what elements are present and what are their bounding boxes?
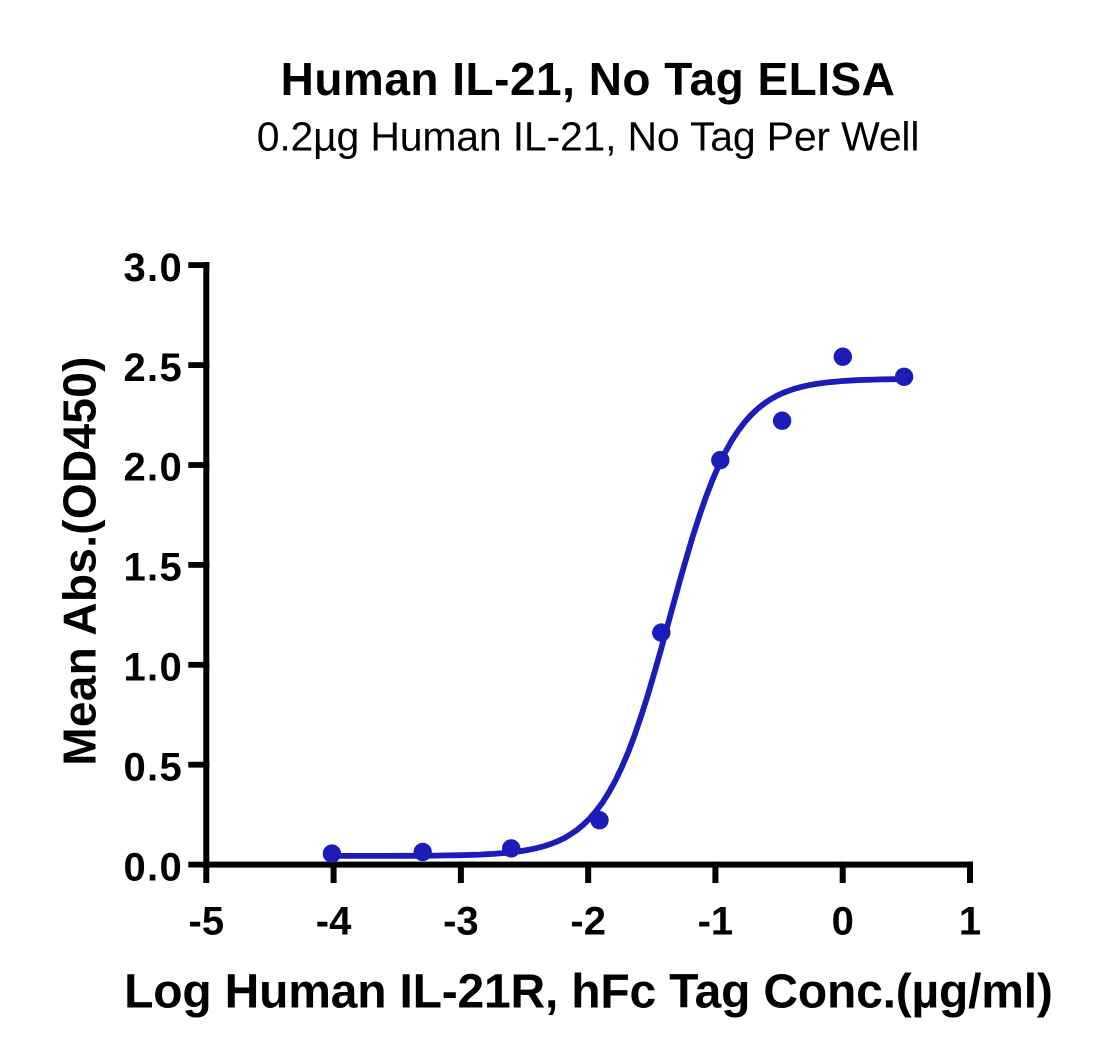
- svg-text:0.5: 0.5: [123, 746, 183, 790]
- svg-text:2.5: 2.5: [123, 346, 183, 390]
- svg-text:-4: -4: [316, 900, 352, 944]
- svg-text:1: 1: [959, 900, 981, 944]
- svg-text:3.0: 3.0: [123, 246, 183, 290]
- svg-text:Mean Abs.(OD450): Mean Abs.(OD450): [54, 356, 106, 766]
- svg-text:-2: -2: [570, 900, 606, 944]
- svg-text:-5: -5: [189, 900, 225, 944]
- svg-text:0: 0: [832, 900, 854, 944]
- svg-text:0.0: 0.0: [123, 845, 183, 889]
- svg-text:-3: -3: [443, 900, 479, 944]
- svg-text:Human IL-21, No Tag ELISA: Human IL-21, No Tag ELISA: [281, 53, 896, 105]
- svg-text:1.5: 1.5: [123, 546, 183, 590]
- svg-text:0.2µg Human IL-21, No Tag Per: 0.2µg Human IL-21, No Tag Per Well: [257, 114, 920, 160]
- svg-text:1.0: 1.0: [123, 646, 183, 690]
- svg-text:-1: -1: [698, 900, 734, 944]
- svg-text:Log Human IL-21R, hFc Tag Conc: Log Human IL-21R, hFc Tag Conc.(µg/ml): [124, 966, 1053, 1019]
- svg-text:2.0: 2.0: [123, 446, 183, 490]
